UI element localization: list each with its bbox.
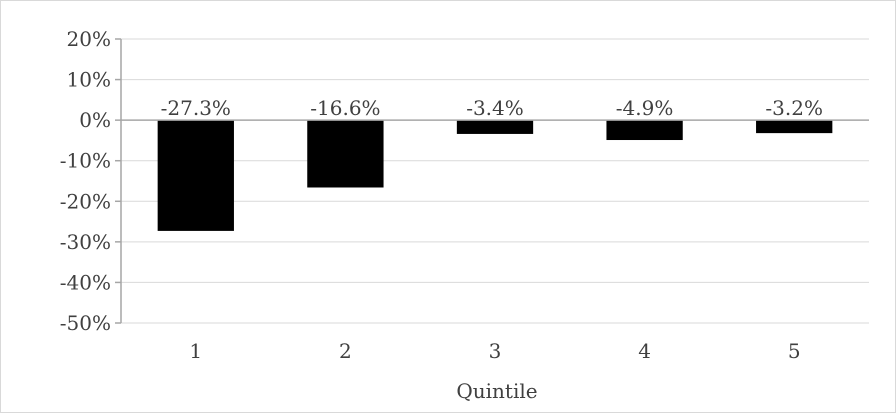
y-tick-label-3: -10% xyxy=(60,149,111,173)
bar-1 xyxy=(157,120,234,231)
data-label-3: -3.4% xyxy=(466,96,524,120)
bar-5 xyxy=(756,120,833,134)
x-axis-title: Quintile xyxy=(456,379,537,403)
y-tick-labels: 20% 10% 0% -10% -20% -30% -40% -50% xyxy=(60,27,111,335)
x-tick-label-1: 1 xyxy=(189,339,202,363)
data-label-2: -16.6% xyxy=(310,96,380,120)
data-labels: -27.3% -16.6% -3.4% -4.9% -3.2% xyxy=(161,96,823,120)
gridlines xyxy=(121,38,869,324)
axes xyxy=(115,38,869,324)
bar-4 xyxy=(606,120,683,141)
y-tick-label-4: -20% xyxy=(60,189,111,213)
x-tick-label-5: 5 xyxy=(788,339,801,363)
y-tick-label-5: -30% xyxy=(60,230,111,254)
y-tick-label-2: 0% xyxy=(79,108,111,132)
x-tick-labels: 1 2 3 4 5 xyxy=(189,339,800,363)
y-tick-label-6: -40% xyxy=(60,270,111,294)
x-tick-label-3: 3 xyxy=(489,339,502,363)
x-tick-label-4: 4 xyxy=(638,339,651,363)
bar-2 xyxy=(307,120,384,188)
data-label-5: -3.2% xyxy=(765,96,823,120)
data-label-1: -27.3% xyxy=(161,96,231,120)
y-tick-label-7: -50% xyxy=(60,311,111,335)
y-tick-label-1: 10% xyxy=(67,68,111,92)
bar-3 xyxy=(456,120,534,134)
data-label-4: -4.9% xyxy=(616,96,674,120)
y-tick-label-0: 20% xyxy=(67,27,111,51)
bars xyxy=(157,120,833,231)
x-tick-label-2: 2 xyxy=(339,339,352,363)
